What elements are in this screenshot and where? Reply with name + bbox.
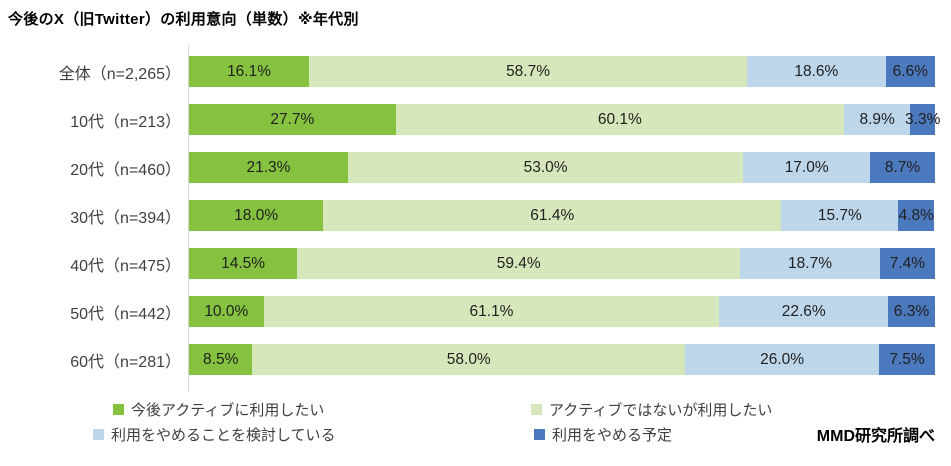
segment-value: 7.5% bbox=[889, 351, 925, 368]
segment-value: 8.5% bbox=[203, 351, 239, 368]
segment-value: 16.1% bbox=[227, 63, 272, 80]
bar-segment: 8.9% bbox=[843, 104, 911, 135]
bar-segment: 58.7% bbox=[309, 56, 747, 87]
segment-value: 6.3% bbox=[893, 303, 930, 320]
chart-title: 今後のX（旧Twitter）の利用意向（単数）※年代別 bbox=[8, 11, 359, 28]
bar-segment: 18.0% bbox=[189, 200, 324, 231]
bar-rows: 全体（n=2,265） 16.1% 58.7% 18.6% 6.6% 10代（n=213）… bbox=[0, 56, 951, 375]
stacked-bar: 18.0% 61.4% 15.7% 4.8% bbox=[189, 200, 935, 231]
legend-label: 利用をやめることを検討している bbox=[111, 427, 336, 444]
chart-row: 10代（n=213） 27.7% 60.1% 8.9% 3.3% bbox=[0, 104, 951, 135]
chart-row: 60代（n=281） 8.5% 58.0% 26.0% 7.5% bbox=[0, 344, 951, 375]
bar-segment: 60.1% bbox=[395, 104, 844, 135]
segment-value: 6.6% bbox=[892, 63, 929, 80]
category-label: 30代（n=394） bbox=[70, 209, 181, 227]
chart-body: 全体（n=2,265） 16.1% 58.7% 18.6% 6.6% 10代（n=213）… bbox=[0, 45, 951, 392]
bar-segment: 15.7% bbox=[781, 200, 899, 231]
bar-segment: 18.6% bbox=[746, 56, 886, 87]
segment-value: 3.3% bbox=[905, 111, 941, 128]
legend-swatch-icon bbox=[534, 429, 545, 440]
bar-segment: 7.4% bbox=[879, 248, 935, 279]
chart-row: 全体（n=2,265） 16.1% 58.7% 18.6% 6.6% bbox=[0, 56, 951, 87]
stacked-bar: 16.1% 58.7% 18.6% 6.6% bbox=[189, 56, 935, 87]
segment-value: 4.8% bbox=[898, 207, 934, 224]
segment-value: 15.7% bbox=[817, 207, 862, 224]
bar-segment: 3.3% bbox=[905, 104, 940, 135]
category-label: 60代（n=281） bbox=[70, 353, 181, 371]
legend-label: 今後アクティブに利用したい bbox=[131, 402, 325, 419]
stacked-bar: 10.0% 61.1% 22.6% 6.3% bbox=[189, 296, 935, 327]
bar-segment: 8.5% bbox=[189, 344, 253, 375]
bar-segment: 8.7% bbox=[870, 152, 935, 183]
segment-value: 60.1% bbox=[597, 111, 642, 128]
legend-swatch-icon bbox=[113, 404, 124, 415]
segment-value: 17.0% bbox=[784, 159, 829, 176]
legend-swatch-icon bbox=[531, 404, 542, 415]
chart-row: 40代（n=475） 14.5% 59.4% 18.7% 7.4% bbox=[0, 248, 951, 279]
legend-item: アクティブではないが利用したい bbox=[531, 399, 772, 420]
legend-item: 利用をやめる予定 bbox=[534, 424, 672, 445]
category-label: 10代（n=213） bbox=[70, 113, 181, 131]
bar-segment: 10.0% bbox=[189, 296, 264, 327]
segment-value: 61.4% bbox=[530, 207, 575, 224]
legend-label: 利用をやめる予定 bbox=[552, 427, 673, 444]
bar-segment: 22.6% bbox=[719, 296, 888, 327]
bar-segment: 27.7% bbox=[189, 104, 396, 135]
bar-segment: 4.8% bbox=[898, 200, 935, 231]
segment-value: 21.3% bbox=[246, 159, 291, 176]
bar-segment: 16.1% bbox=[189, 56, 310, 87]
y-axis-line bbox=[188, 45, 189, 392]
bar-segment: 7.5% bbox=[879, 344, 935, 375]
bar-segment: 61.4% bbox=[323, 200, 782, 231]
segment-value: 18.0% bbox=[234, 207, 279, 224]
bar-segment: 6.6% bbox=[885, 56, 935, 87]
segment-value: 61.1% bbox=[469, 303, 514, 320]
bar-segment: 17.0% bbox=[743, 152, 871, 183]
legend-item: 利用をやめることを検討している bbox=[93, 424, 336, 445]
bar-segment: 26.0% bbox=[685, 344, 880, 375]
legend-swatch-icon bbox=[93, 429, 104, 440]
stacked-bar: 21.3% 53.0% 17.0% 8.7% bbox=[189, 152, 935, 183]
segment-value: 53.0% bbox=[523, 159, 568, 176]
bar-segment: 59.4% bbox=[297, 248, 741, 279]
chart-row: 50代（n=442） 10.0% 61.1% 22.6% 6.3% bbox=[0, 296, 951, 327]
source-credit: MMD研究所調べ bbox=[816, 428, 935, 445]
category-label: 40代（n=475） bbox=[70, 257, 181, 275]
legend-label: アクティブではないが利用したい bbox=[549, 402, 773, 419]
segment-value: 27.7% bbox=[270, 111, 315, 128]
bar-segment: 14.5% bbox=[189, 248, 298, 279]
segment-value: 59.4% bbox=[496, 255, 541, 272]
bar-segment: 21.3% bbox=[189, 152, 348, 183]
segment-value: 22.6% bbox=[781, 303, 826, 320]
bar-segment: 53.0% bbox=[347, 152, 744, 183]
segment-value: 8.9% bbox=[859, 111, 895, 128]
segment-value: 18.7% bbox=[788, 255, 832, 272]
category-label: 20代（n=460） bbox=[70, 161, 181, 179]
stacked-bar: 14.5% 59.4% 18.7% 7.4% bbox=[189, 248, 935, 279]
segment-value: 8.7% bbox=[884, 159, 921, 176]
chart-row: 20代（n=460） 21.3% 53.0% 17.0% 8.7% bbox=[0, 152, 951, 183]
stacked-bar: 27.7% 60.1% 8.9% 3.3% bbox=[189, 104, 940, 135]
bar-segment: 6.3% bbox=[887, 296, 935, 327]
segment-value: 58.7% bbox=[506, 63, 551, 80]
segment-value: 10.0% bbox=[204, 303, 249, 320]
bar-segment: 58.0% bbox=[252, 344, 686, 375]
segment-value: 14.5% bbox=[221, 255, 266, 272]
stacked-bar: 8.5% 58.0% 26.0% 7.5% bbox=[189, 344, 935, 375]
legend-item: 今後アクティブに利用したい bbox=[113, 399, 324, 420]
segment-value: 7.4% bbox=[889, 255, 926, 272]
segment-value: 26.0% bbox=[760, 351, 805, 368]
segment-value: 18.6% bbox=[794, 63, 839, 80]
chart-row: 30代（n=394） 18.0% 61.4% 15.7% 4.8% bbox=[0, 200, 951, 231]
segment-value: 58.0% bbox=[446, 351, 491, 368]
category-label: 50代（n=442） bbox=[70, 305, 181, 323]
category-label: 全体（n=2,265） bbox=[58, 65, 181, 83]
bar-segment: 18.7% bbox=[740, 248, 880, 279]
bar-segment: 61.1% bbox=[263, 296, 720, 327]
